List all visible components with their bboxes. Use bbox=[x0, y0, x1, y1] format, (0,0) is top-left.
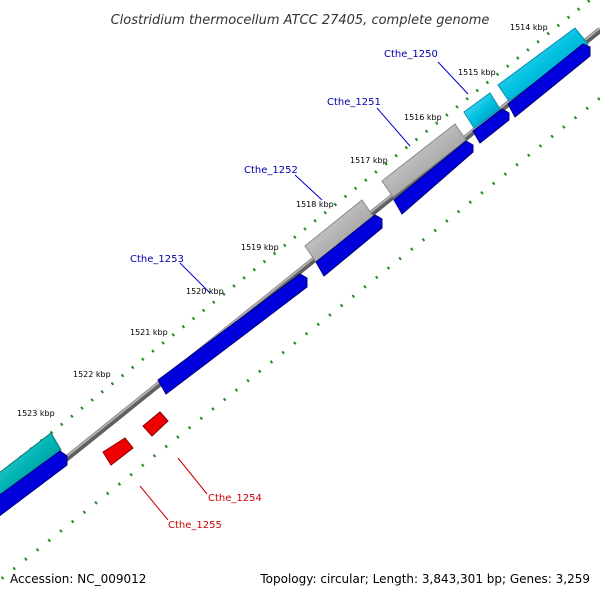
callout-cthe-1253 bbox=[179, 262, 211, 294]
accession-text: Accession: NC_009012 bbox=[10, 572, 147, 586]
ruler-label: 1515 kbp bbox=[458, 68, 496, 77]
gene-teal-left bbox=[0, 432, 62, 498]
cds-cthe-1250 bbox=[472, 108, 510, 144]
gene-cthe-1250-cyan bbox=[463, 92, 501, 129]
inner-ruler-dots bbox=[0, 96, 600, 582]
gene-cthe-1255 bbox=[102, 437, 134, 466]
ruler-label: 1523 kbp bbox=[17, 409, 55, 418]
callout-cthe-1254 bbox=[177, 457, 208, 495]
ruler-label: 1517 kbp bbox=[350, 156, 388, 165]
cds-cthe-1251 bbox=[393, 140, 474, 215]
cds-cthe-1252 bbox=[315, 214, 383, 277]
callout-cthe-1255 bbox=[139, 485, 169, 521]
cds-cthe-1253 bbox=[157, 273, 308, 395]
gene-label-cthe-1251[interactable]: Cthe_1251 bbox=[327, 97, 381, 108]
outer-ruler-dots bbox=[0, 0, 593, 476]
gene-cthe-1254 bbox=[142, 411, 169, 437]
map-title: Clostridium thermocellum ATCC 27405, com… bbox=[111, 13, 490, 28]
cds-left bbox=[0, 450, 68, 517]
ruler-label: 1519 kbp bbox=[241, 243, 279, 252]
genome-summary-text: Topology: circular; Length: 3,843,301 bp… bbox=[260, 572, 590, 586]
gene-label-cthe-1252[interactable]: Cthe_1252 bbox=[244, 165, 298, 176]
gene-label-cthe-1254[interactable]: Cthe_1254 bbox=[208, 493, 262, 504]
ruler-label: 1518 kbp bbox=[296, 200, 334, 209]
gene-label-cthe-1255[interactable]: Cthe_1255 bbox=[168, 520, 222, 531]
ruler-label: 1521 kbp bbox=[130, 328, 168, 337]
ruler-label: 1514 kbp bbox=[510, 23, 548, 32]
callout-cthe-1250 bbox=[437, 61, 469, 95]
ruler-label: 1522 kbp bbox=[73, 370, 111, 379]
gene-label-cthe-1250[interactable]: Cthe_1250 bbox=[384, 49, 438, 60]
ruler-label: 1516 kbp bbox=[404, 113, 442, 122]
callout-cthe-1252 bbox=[294, 174, 323, 201]
ruler-label: 1520 kbp bbox=[186, 287, 224, 296]
gene-cthe-1251-gray bbox=[381, 123, 467, 198]
cds-cthe-1249 bbox=[507, 43, 591, 118]
gene-label-cthe-1253[interactable]: Cthe_1253 bbox=[130, 254, 184, 265]
gene-cthe-1249-cyan bbox=[497, 27, 589, 102]
callout-cthe-1251 bbox=[376, 107, 411, 147]
